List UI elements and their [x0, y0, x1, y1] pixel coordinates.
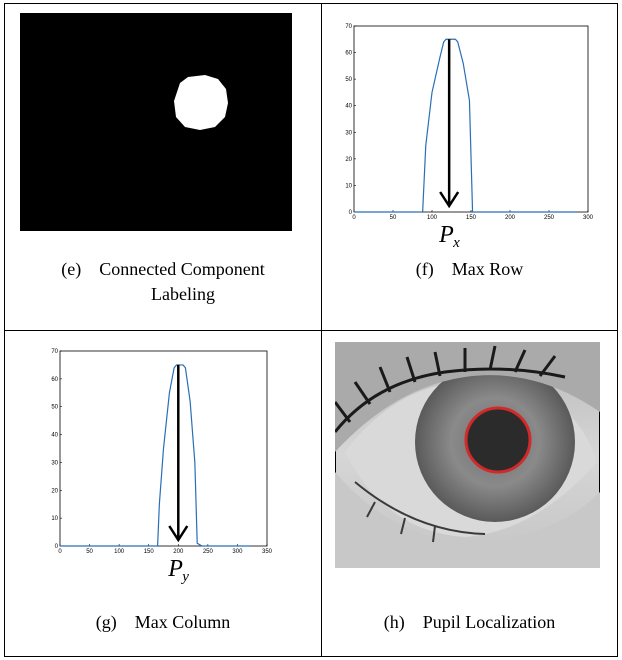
x-tick-label: 150	[144, 549, 155, 555]
arrow-variable-label: P	[167, 556, 183, 582]
panel-label-g: (g)	[95, 612, 117, 632]
y-tick-label: 40	[345, 104, 352, 110]
panel-e: (e) Connected Component Labeling	[5, 4, 321, 330]
y-tick-label: 0	[55, 544, 59, 550]
arrow-head	[168, 525, 189, 543]
arrow-variable-label: P	[438, 222, 454, 248]
caption-g-line1: Max Column	[134, 612, 231, 632]
x-tick-label: 200	[173, 549, 184, 555]
y-tick-label: 40	[51, 433, 58, 439]
max-row-chart: 0 50 100 150 200 250 300 0 10 20 30 40 50 60 70 P x	[345, 24, 594, 250]
caption-f: (f) Max Row	[322, 257, 617, 282]
lower-eyelid	[335, 472, 600, 568]
y-tick-label: 70	[51, 349, 58, 355]
x-tick-label: 350	[262, 549, 273, 555]
pupil-localization-image	[335, 342, 600, 568]
pupil-boundary-ring	[464, 406, 532, 474]
data-series-line	[60, 364, 251, 547]
arrow-variable-subscript: x	[452, 235, 460, 250]
panel-label-e: (e)	[61, 259, 82, 279]
image-background	[20, 13, 292, 231]
arrow-head	[439, 191, 460, 209]
x-tick-label: 300	[583, 215, 594, 221]
caption-g: (g) Max Column	[5, 610, 321, 635]
caption-e: (e) Connected Component Labeling	[25, 257, 301, 307]
x-tick-label: 100	[114, 549, 125, 555]
pupil	[466, 408, 530, 472]
plot-area	[353, 25, 589, 213]
x-tick-label: 300	[232, 549, 243, 555]
arrow-variable-subscript: y	[180, 569, 189, 585]
x-tick-label: 200	[505, 215, 516, 221]
x-tick-label: 50	[86, 549, 93, 555]
y-tick-label: 30	[51, 460, 58, 466]
caption-h: (h) Pupil Localization	[322, 610, 617, 635]
y-tick-label: 50	[345, 77, 352, 83]
y-tick-label: 60	[51, 377, 58, 383]
y-tick-label: 50	[51, 405, 58, 411]
x-tick-label: 0	[352, 215, 356, 221]
x-tick-label: 50	[390, 215, 397, 221]
panel-label-f: (f)	[415, 259, 434, 279]
caption-e-line1: Connected Component	[99, 259, 265, 279]
x-tick-label: 250	[203, 549, 214, 555]
y-tick-label: 10	[51, 516, 58, 522]
caption-h-line1: Pupil Localization	[422, 612, 556, 632]
y-tick-label: 0	[349, 210, 353, 216]
lower-lashes	[354, 481, 486, 543]
x-tick-label: 100	[427, 215, 438, 221]
y-tick-label: 30	[345, 130, 352, 136]
grid-divider-horizontal	[5, 330, 617, 331]
panel-h: (h) Pupil Localization	[322, 331, 617, 656]
y-tick-label: 10	[345, 183, 352, 189]
y-tick-label: 60	[345, 51, 352, 57]
panel-label-h: (h)	[383, 612, 405, 632]
upper-eyelid	[335, 342, 600, 452]
y-tick-label: 70	[345, 24, 352, 30]
upper-lashes	[335, 345, 566, 433]
x-tick-label: 250	[544, 215, 555, 221]
max-column-chart: 0 50 100 150 200 250 300 350 0 10 20 30 40 50 60 70 P y	[51, 349, 273, 585]
caption-e-line2: Labeling	[151, 284, 215, 304]
x-tick-label: 150	[466, 215, 477, 221]
data-series-line	[354, 38, 577, 213]
caption-f-line1: Max Row	[451, 259, 524, 279]
y-tick-label: 20	[345, 157, 352, 163]
figure-grid: (e) Connected Component Labeling 0 50 100 15…	[4, 3, 618, 657]
connected-component-image	[20, 13, 292, 231]
labeled-component-blob	[174, 75, 228, 130]
y-tick-label: 20	[51, 488, 58, 494]
x-tick-label: 0	[58, 549, 62, 555]
